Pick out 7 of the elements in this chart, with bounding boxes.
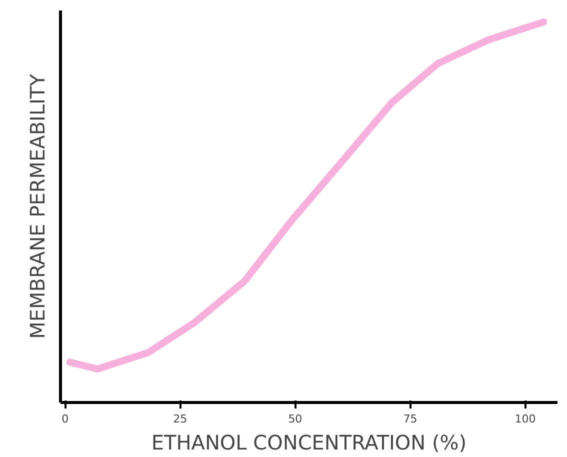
x-tick-label: 25 bbox=[173, 412, 188, 426]
x-tick-label: 50 bbox=[288, 412, 302, 426]
x-tick-label: 100 bbox=[514, 412, 536, 426]
x-axis-title: ETHANOL CONCENTRATION (%) bbox=[151, 430, 467, 454]
x-tick-label: 0 bbox=[62, 412, 69, 426]
y-axis-title: MEMBRANE PERMEABILITY bbox=[26, 73, 50, 339]
x-tick-label: 75 bbox=[403, 412, 418, 426]
